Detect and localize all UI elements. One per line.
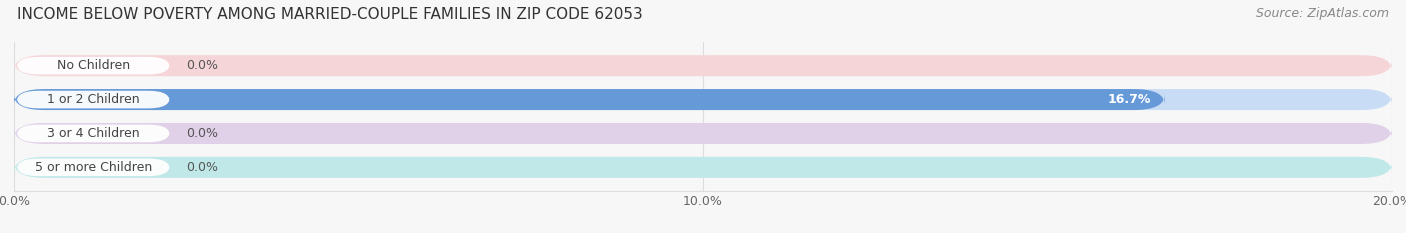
Text: 3 or 4 Children: 3 or 4 Children: [46, 127, 139, 140]
Text: 1 or 2 Children: 1 or 2 Children: [46, 93, 139, 106]
Text: 0.0%: 0.0%: [186, 127, 218, 140]
FancyBboxPatch shape: [14, 89, 1164, 110]
FancyBboxPatch shape: [17, 91, 170, 108]
FancyBboxPatch shape: [17, 158, 170, 176]
FancyBboxPatch shape: [14, 89, 1392, 110]
FancyBboxPatch shape: [14, 55, 1392, 76]
Text: Source: ZipAtlas.com: Source: ZipAtlas.com: [1256, 7, 1389, 20]
Text: 0.0%: 0.0%: [186, 59, 218, 72]
Text: 16.7%: 16.7%: [1108, 93, 1152, 106]
FancyBboxPatch shape: [14, 157, 1392, 178]
Text: 0.0%: 0.0%: [186, 161, 218, 174]
FancyBboxPatch shape: [14, 123, 1392, 144]
Text: INCOME BELOW POVERTY AMONG MARRIED-COUPLE FAMILIES IN ZIP CODE 62053: INCOME BELOW POVERTY AMONG MARRIED-COUPL…: [17, 7, 643, 22]
FancyBboxPatch shape: [17, 57, 170, 75]
Text: No Children: No Children: [56, 59, 129, 72]
Text: 5 or more Children: 5 or more Children: [35, 161, 152, 174]
FancyBboxPatch shape: [17, 125, 170, 142]
